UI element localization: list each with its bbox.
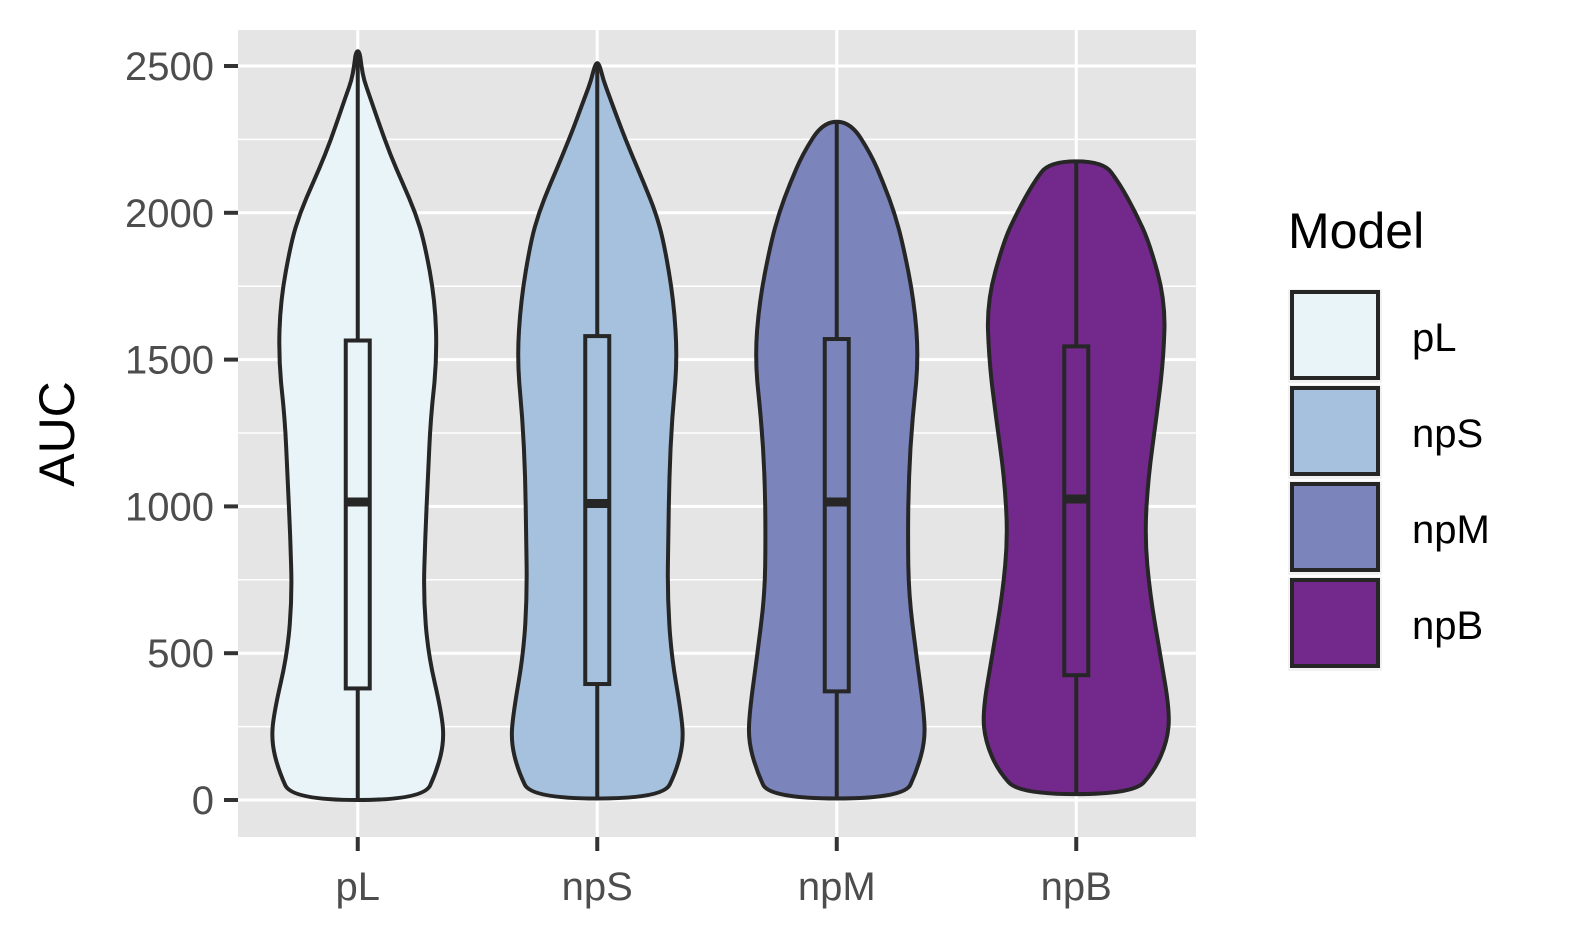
violins	[270, 49, 1171, 802]
x-axis: pL npS npM npB	[336, 837, 1112, 909]
violin-npB	[981, 159, 1171, 797]
y-tick-label: 2500	[125, 45, 214, 89]
legend: pL npS npM npB	[1288, 289, 1490, 671]
x-tick-label: npB	[1041, 865, 1112, 909]
legend-label: pL	[1412, 316, 1457, 360]
legend-item-pL: pL	[1288, 289, 1457, 383]
y-tick-label: 500	[147, 632, 214, 676]
x-tick-label: pL	[336, 865, 381, 909]
y-tick-label: 0	[192, 779, 214, 823]
y-axis-label: AUC	[29, 381, 85, 487]
y-tick-label: 2000	[125, 192, 214, 236]
legend-item-npS: npS	[1288, 385, 1483, 479]
legend-swatch	[1290, 290, 1380, 380]
legend-swatch	[1290, 482, 1380, 572]
box-npB	[1062, 344, 1091, 678]
y-tick-label: 1500	[125, 339, 214, 383]
violin-npS	[509, 61, 685, 801]
y-axis: 0 500 1000 1500 2000 2500	[125, 45, 238, 823]
violin-npM	[746, 119, 927, 801]
box-npM	[822, 337, 851, 694]
legend-label: npS	[1412, 412, 1483, 456]
box-npS	[583, 334, 612, 687]
legend-label: npM	[1412, 508, 1490, 552]
y-tick-label: 1000	[125, 485, 214, 529]
legend-title: Model	[1288, 203, 1424, 259]
violin-pL	[270, 49, 446, 802]
legend-swatch	[1290, 578, 1380, 668]
x-tick-label: npS	[562, 865, 633, 909]
legend-label: npB	[1412, 604, 1483, 648]
legend-item-npB: npB	[1288, 577, 1483, 671]
box-pL	[343, 338, 372, 691]
x-tick-label: npM	[798, 865, 876, 909]
legend-swatch	[1290, 386, 1380, 476]
legend-item-npM: npM	[1288, 481, 1490, 575]
